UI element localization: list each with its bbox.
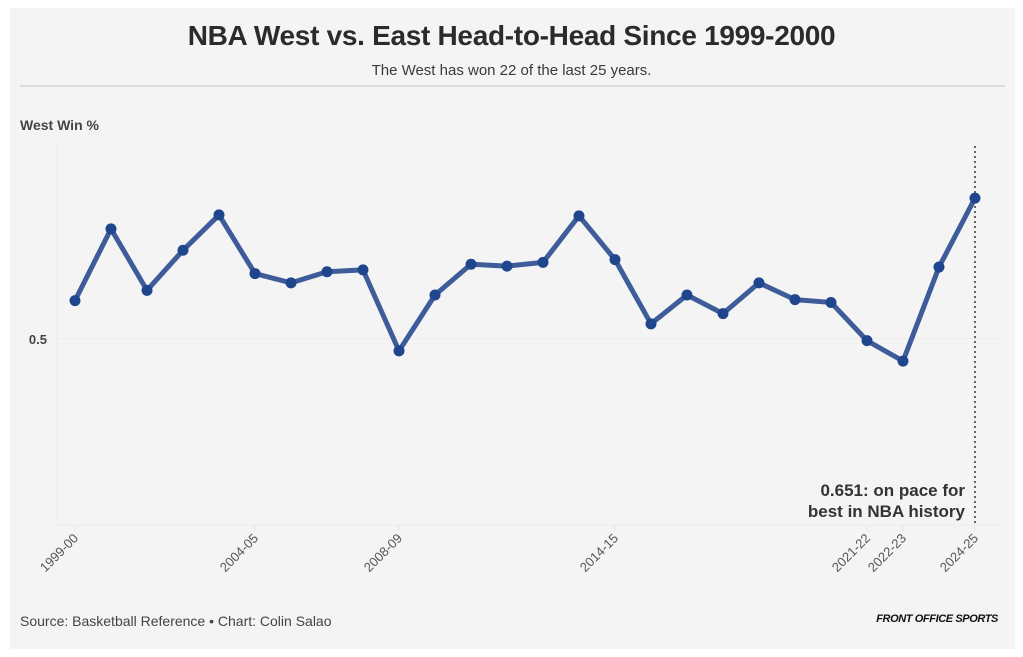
data-point [609,254,621,266]
annotation-text: 0.651: on pace for [820,481,965,500]
data-point [825,296,837,308]
data-point [321,266,333,278]
data-point [897,355,909,367]
x-tick-label: 2008-09 [361,531,405,575]
data-point [429,289,441,301]
y-axis: 0.5 [29,332,47,347]
data-point [645,318,657,330]
annotation-text: best in NBA history [808,502,966,521]
x-tick-label: 2014-15 [577,531,621,575]
data-point [213,209,225,221]
data-point [141,284,153,296]
y-tick-label: 0.5 [29,332,47,347]
data-point [105,223,117,235]
annotation-layer: 0.651: on pace for best in NBA history [808,146,976,525]
x-axis: 1999-00 2004-05 2008-09 2014-15 2021-222022-… [37,526,981,575]
brand-logo: FRONT OFFICE SPORTS [876,613,998,625]
data-point [537,256,549,268]
chart-subtitle: The West has won 22 of the last 25 years… [371,62,652,79]
data-point [177,244,189,256]
data-point [501,260,513,272]
header-divider [20,85,1005,87]
y-axis-label: West Win % [20,117,99,133]
data-point [285,277,297,289]
source-credit: Source: Basketball Reference • Chart: Co… [20,613,332,629]
series-line [72,195,978,364]
data-point [249,268,261,280]
chart-title: NBA West vs. East Head-to-Head Since 199… [187,20,836,51]
x-tick-label: 2021-22 [829,531,873,575]
data-point [69,295,81,307]
data-point [969,192,981,204]
chart-card [10,8,1015,649]
x-tick-label: 2022-23 [865,531,909,575]
x-tick-label: 2004-05 [217,531,261,575]
data-point [717,308,729,320]
x-tick-label: 2024-25 [937,531,981,575]
data-point [933,261,945,273]
data-point [861,335,873,347]
data-point [753,277,765,289]
data-point [393,345,405,357]
data-point [789,294,801,306]
grid-layer [56,146,1005,526]
data-point [465,258,477,270]
x-tick-label: 1999-00 [37,531,81,575]
series-layer [69,192,981,367]
data-point [357,264,369,276]
data-point [681,289,693,301]
data-point [573,210,585,222]
